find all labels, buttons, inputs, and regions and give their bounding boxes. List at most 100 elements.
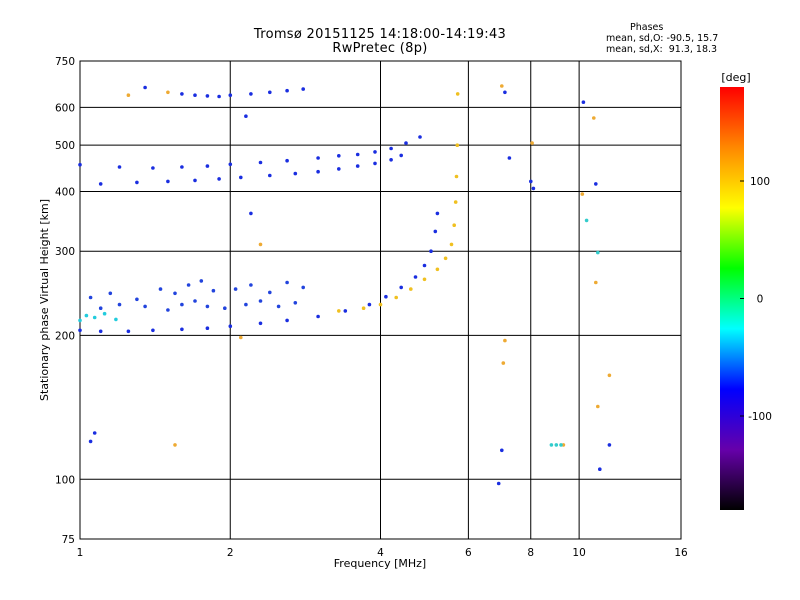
data-point (268, 173, 272, 178)
data-point (399, 153, 404, 158)
x-tick-label: 16 (674, 547, 688, 559)
data-point (293, 171, 298, 176)
phase-title: Phases (630, 22, 664, 33)
data-point (285, 158, 289, 163)
data-point (435, 211, 440, 216)
data-point (454, 174, 459, 179)
data-point (108, 291, 113, 296)
phase-x-stats: mean, sd,X: 91.3, 18.3 (606, 44, 718, 55)
data-point (367, 302, 372, 307)
data-point (158, 287, 163, 291)
chart-title: Tromsø 20151125 14:18:00-14:19:43 (253, 27, 507, 42)
data-point (249, 92, 253, 96)
x-ticks: 1 2 4 6 8 10 16 (77, 547, 688, 559)
y-tick-label: 750 (55, 56, 75, 68)
data-point (98, 182, 103, 186)
y-ticks: 75 100 200 300 400 500 600 750 (55, 56, 75, 546)
data-point (258, 299, 263, 303)
data-point (531, 186, 536, 191)
data-point (337, 167, 341, 171)
phase-o-stats: mean, sd,O: -90.5, 15.7 (606, 33, 719, 44)
data-point (301, 87, 306, 91)
data-point (592, 116, 596, 120)
y-tick-label: 400 (55, 186, 75, 198)
data-point (117, 165, 122, 169)
x-tick-label: 2 (227, 547, 234, 559)
colorbar-tick-label: 100 (750, 176, 770, 188)
data-point (205, 326, 210, 331)
data-point (180, 327, 184, 332)
data-point (135, 180, 139, 185)
data-point (249, 211, 253, 216)
data-point (143, 85, 147, 90)
data-point (180, 92, 184, 96)
data-point (285, 280, 289, 285)
data-point (180, 165, 184, 169)
data-point (268, 290, 272, 295)
data-point (117, 302, 122, 307)
data-point (223, 306, 227, 311)
data-point (584, 218, 589, 223)
data-point (501, 361, 506, 365)
data-point (193, 299, 197, 303)
data-point (455, 92, 460, 96)
data-point (316, 156, 320, 160)
data-point (114, 317, 118, 322)
data-point (409, 287, 413, 291)
y-tick-label: 600 (55, 102, 75, 114)
data-point (78, 162, 82, 167)
data-point (373, 161, 377, 166)
data-point (316, 169, 320, 174)
data-point (166, 308, 170, 312)
data-point (268, 90, 272, 95)
data-point (244, 114, 248, 118)
data-point (151, 328, 155, 333)
data-point (88, 295, 93, 300)
data-point (503, 90, 507, 95)
data-point (135, 297, 139, 302)
data-point (285, 88, 289, 93)
data-marks (78, 84, 612, 486)
data-point (607, 373, 612, 378)
data-point (228, 162, 233, 167)
data-point (596, 404, 600, 409)
data-point (244, 302, 248, 307)
data-point (258, 160, 263, 165)
colorbar: [deg] 100 0 -100 (720, 71, 772, 510)
y-tick-label: 500 (55, 140, 75, 152)
data-point (316, 314, 320, 319)
colorbar-tick-label: -100 (748, 411, 772, 423)
data-point (549, 443, 554, 447)
data-point (598, 467, 602, 472)
data-point (507, 156, 512, 160)
data-point (88, 439, 93, 444)
series (126, 84, 612, 447)
series (549, 218, 600, 447)
data-point (455, 143, 460, 147)
data-point (581, 100, 586, 104)
data-point (422, 277, 427, 282)
data-point (355, 164, 360, 168)
x-tick-label: 6 (465, 547, 472, 559)
data-point (559, 443, 563, 447)
data-point (186, 283, 191, 287)
data-point (500, 84, 504, 88)
data-point (399, 285, 404, 290)
data-point (84, 313, 89, 318)
data-point (180, 302, 184, 307)
data-point (422, 263, 427, 268)
data-point (452, 223, 457, 227)
data-point (435, 267, 440, 272)
data-point (496, 481, 501, 486)
data-point (389, 158, 393, 162)
data-point (102, 311, 107, 316)
data-point (594, 182, 598, 186)
data-point (205, 94, 210, 98)
data-point (361, 306, 366, 311)
data-point (228, 324, 233, 329)
data-point (166, 90, 170, 95)
x-tick-label: 4 (377, 547, 384, 559)
data-point (449, 242, 454, 247)
data-point (249, 283, 253, 287)
